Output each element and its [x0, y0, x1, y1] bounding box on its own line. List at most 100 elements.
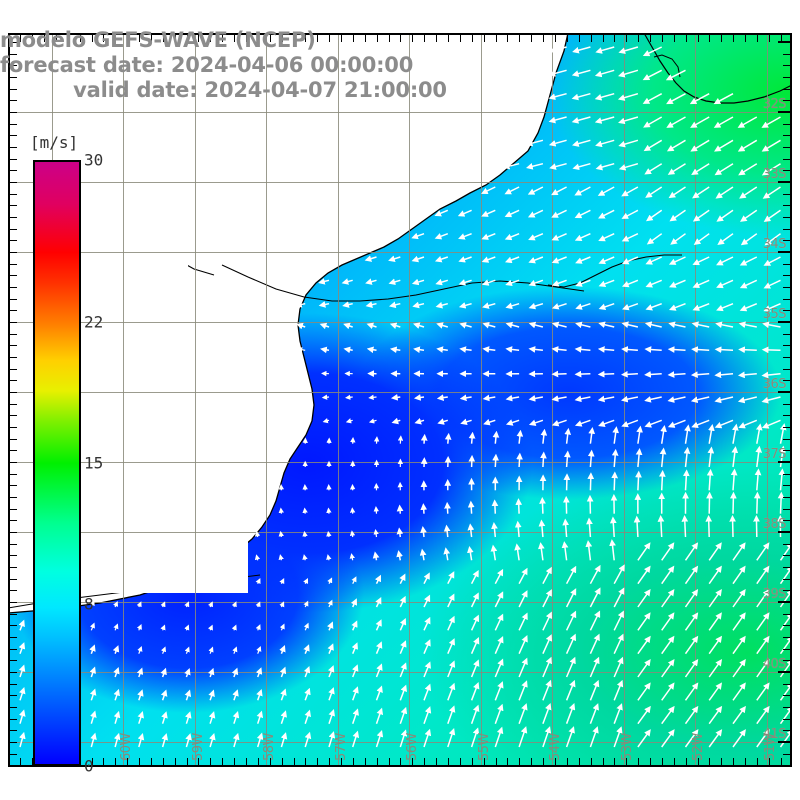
wind-arrow	[447, 705, 456, 724]
wind-arrow	[667, 163, 686, 175]
wind-arrow	[756, 565, 770, 585]
colorbar-tick-8: 8	[84, 594, 94, 614]
wind-arrow	[756, 589, 770, 608]
wind-arrow	[303, 577, 309, 585]
wind-arrow	[231, 577, 237, 585]
wind-arrow	[761, 371, 781, 379]
wind-arrow	[470, 727, 480, 748]
wind-arrow	[621, 346, 638, 353]
tick-mark	[778, 321, 792, 323]
wind-arrow	[494, 636, 504, 655]
wind-arrow	[763, 256, 781, 266]
wind-arrow	[368, 418, 377, 424]
wind-arrow	[644, 321, 662, 328]
wind-arrow	[349, 553, 355, 561]
tick-mark	[198, 758, 199, 767]
wind-arrow	[621, 321, 639, 328]
tick-mark	[270, 758, 271, 767]
wind-arrow	[683, 446, 691, 468]
wind-arrow	[714, 163, 734, 176]
wind-arrow	[89, 666, 96, 678]
tick-mark	[674, 758, 675, 767]
wind-arrow	[684, 705, 699, 725]
wind-arrow	[515, 498, 523, 514]
tick-mark	[778, 251, 792, 253]
wind-arrow	[278, 554, 284, 561]
wind-arrow	[715, 321, 734, 329]
colorbar-tick-15: 15	[84, 453, 104, 473]
wind-arrow	[527, 186, 544, 195]
wind-arrow	[706, 468, 714, 491]
wind-arrow	[491, 499, 499, 514]
wind-arrow	[661, 542, 675, 561]
colorbar-tick-0: 0	[84, 756, 94, 776]
wind-arrow	[756, 729, 770, 748]
wind-arrow	[575, 321, 591, 329]
wind-arrow	[295, 301, 306, 308]
tick-mark	[638, 33, 639, 42]
tick-mark	[783, 719, 792, 720]
wind-arrow	[637, 705, 651, 725]
tick-mark	[783, 625, 792, 626]
tick-mark	[412, 33, 413, 42]
wind-arrow	[470, 637, 480, 654]
wind-arrow	[470, 681, 480, 701]
wind-arrow	[661, 589, 675, 608]
tick-mark	[258, 758, 259, 767]
wind-arrow	[482, 302, 496, 309]
tick-mark	[234, 33, 235, 42]
tick-mark	[783, 205, 792, 206]
wind-arrow	[684, 682, 699, 701]
tick-mark	[400, 758, 401, 767]
wind-arrow	[434, 255, 449, 263]
tick-mark	[783, 100, 792, 101]
wind-arrow	[482, 394, 496, 402]
wind-arrow	[692, 279, 710, 288]
wind-arrow	[375, 641, 383, 654]
tick-mark	[8, 275, 17, 276]
wind-arrow	[668, 302, 686, 311]
wind-arrow	[411, 232, 425, 240]
tick-mark	[783, 614, 792, 615]
wind-arrow	[389, 301, 401, 309]
lon-label-54W: 54W	[548, 733, 563, 761]
tick-mark	[163, 33, 164, 42]
tick-mark	[769, 33, 770, 42]
tick-mark	[650, 758, 651, 767]
wind-arrow	[690, 116, 710, 128]
wind-arrow	[633, 515, 641, 538]
tick-mark	[783, 567, 792, 568]
wind-arrow	[597, 186, 615, 196]
wind-arrow	[518, 635, 528, 655]
wind-arrow	[328, 665, 335, 678]
tick-mark	[329, 33, 330, 42]
lon-label-56W: 56W	[405, 733, 420, 761]
wind-arrow	[539, 496, 546, 514]
wind-arrow	[551, 209, 567, 218]
wind-arrow	[423, 639, 431, 654]
tick-mark	[783, 427, 792, 428]
wind-arrow	[669, 209, 686, 222]
wind-arrow	[763, 209, 781, 223]
wind-arrow	[350, 598, 358, 608]
wind-arrow	[565, 610, 577, 631]
tick-mark	[757, 33, 758, 42]
wind-arrow	[494, 658, 504, 678]
wind-arrow	[343, 322, 353, 330]
wind-arrow	[137, 689, 144, 701]
wind-arrow	[296, 347, 306, 353]
tick-mark	[783, 65, 792, 66]
lat-label-39S: 39S	[762, 587, 787, 602]
tick-mark	[778, 41, 792, 43]
tick-mark	[519, 758, 520, 767]
tick-mark	[8, 758, 9, 767]
wind-arrow	[375, 619, 382, 631]
wind-arrow	[613, 610, 624, 631]
wind-arrow	[413, 394, 425, 401]
wind-arrow	[399, 618, 407, 631]
wind-arrow	[574, 395, 591, 403]
tick-mark	[175, 33, 176, 42]
wind-arrow	[351, 642, 358, 654]
wind-arrow	[691, 419, 710, 428]
tick-mark	[329, 758, 330, 767]
